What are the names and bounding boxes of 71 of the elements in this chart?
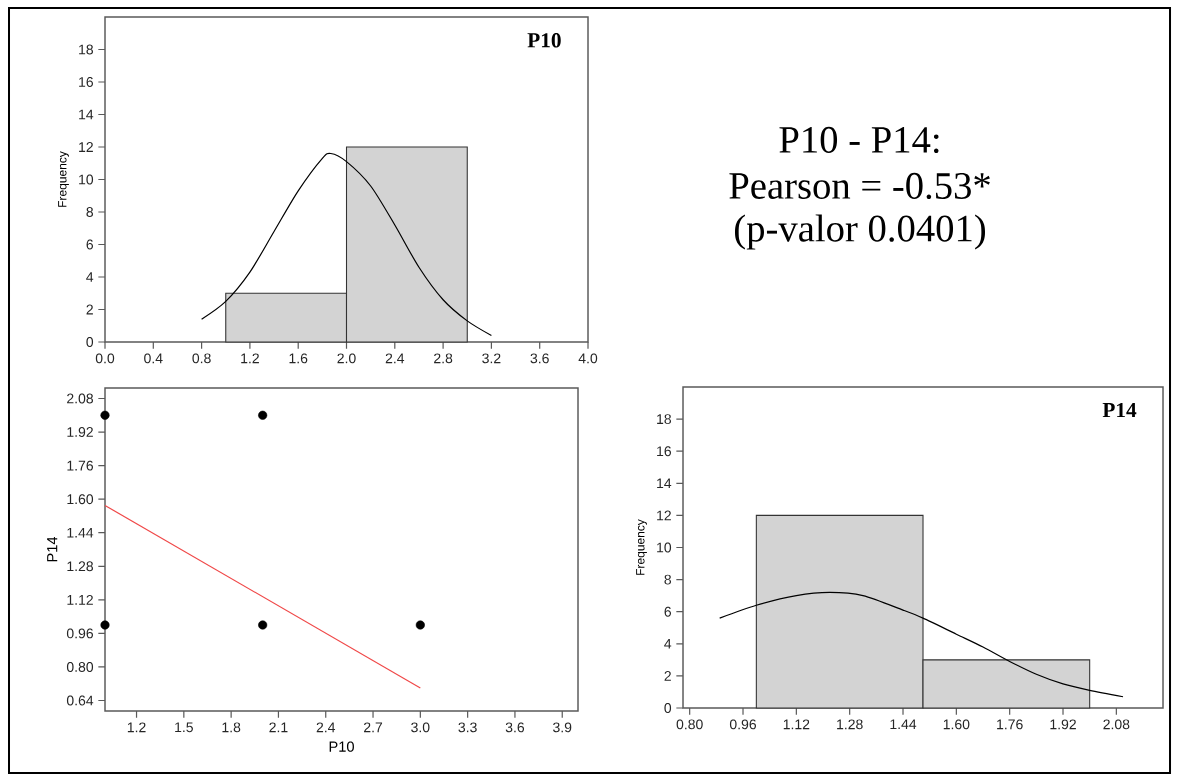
text: P10 - P14: bbox=[779, 126, 939, 154]
y-tick-label: 0.80 bbox=[66, 662, 94, 672]
x-tick-label: 2.0 bbox=[337, 353, 356, 364]
y-tick-label: 2 bbox=[86, 304, 93, 315]
x-tick-label: 3.2 bbox=[482, 353, 501, 364]
y-tick-label: 0 bbox=[664, 703, 672, 713]
x-tick-label: 2.4 bbox=[316, 722, 336, 733]
x-tick-label: 1.12 bbox=[783, 719, 810, 730]
x-tick-label: 2.08 bbox=[1103, 719, 1130, 730]
y-axis-title: P14 bbox=[47, 536, 58, 562]
line-series bbox=[201, 152, 493, 337]
y-tick-label: 18 bbox=[79, 44, 94, 55]
x-tick-label: 1.8 bbox=[222, 722, 241, 733]
y-tick-label: 1.44 bbox=[67, 527, 94, 538]
y-tick-label: 1.12 bbox=[67, 594, 93, 605]
y-tick-label: 8 bbox=[86, 207, 94, 217]
y-tick-label: 0 bbox=[86, 337, 94, 347]
y-tick-label: 10 bbox=[79, 174, 94, 185]
text: Pearson = -0.53* bbox=[729, 172, 990, 200]
x-tick-label: 2.4 bbox=[385, 353, 405, 364]
y-axis-title: Frequency bbox=[58, 151, 69, 207]
x-tick-label: 0.0 bbox=[95, 353, 115, 364]
x-tick-label: 2.1 bbox=[269, 722, 288, 733]
x-tick-label: 0.8 bbox=[192, 353, 211, 364]
y-tick-label: 8 bbox=[664, 574, 672, 585]
x-tick-label: 3.3 bbox=[458, 722, 477, 733]
y-tick-label: 4 bbox=[86, 272, 94, 282]
y-tick-label: 1.76 bbox=[67, 460, 94, 471]
y-tick-label: 0.64 bbox=[66, 695, 94, 706]
x-tick-label: 3.6 bbox=[505, 722, 525, 733]
y-tick-label: 16 bbox=[657, 446, 672, 457]
y-tick-label: 1.92 bbox=[67, 427, 93, 438]
x-tick-label: 1.44 bbox=[890, 719, 917, 730]
line-series bbox=[719, 591, 1124, 698]
y-axis-title: Frequency bbox=[636, 519, 647, 575]
x-tick-label: 2.7 bbox=[364, 722, 383, 733]
x-tick-label: 4.0 bbox=[578, 353, 598, 364]
y-tick-label: 14 bbox=[657, 478, 672, 489]
y-tick-label: 16 bbox=[79, 77, 94, 87]
y-tick-label: 18 bbox=[657, 414, 672, 425]
x-tick-label: 3.9 bbox=[553, 722, 572, 733]
y-tick-label: 12 bbox=[79, 142, 93, 152]
x-tick-label: 1.5 bbox=[175, 722, 193, 733]
x-tick-label: 0.80 bbox=[676, 719, 703, 730]
y-tick-label: 10 bbox=[657, 542, 672, 553]
x-tick-label: 1.60 bbox=[943, 719, 970, 730]
y-tick-label: 14 bbox=[79, 109, 94, 120]
x-tick-label: 0.96 bbox=[729, 719, 757, 730]
x-tick-label: 1.28 bbox=[837, 719, 863, 730]
x-tick-label: 2.8 bbox=[434, 353, 453, 364]
y-tick-label: 4 bbox=[664, 639, 672, 649]
text: (p-valor 0.0401) bbox=[735, 214, 986, 250]
y-tick-label: 6 bbox=[664, 606, 672, 617]
x-tick-label: 1.2 bbox=[127, 722, 146, 733]
x-tick-label: 0.4 bbox=[144, 353, 163, 364]
y-tick-label: 1.60 bbox=[67, 494, 94, 505]
x-tick-label: 1.6 bbox=[289, 353, 308, 364]
y-tick-label: 6 bbox=[86, 239, 94, 250]
x-tick-label: 1.76 bbox=[997, 719, 1023, 730]
text: P14 bbox=[1102, 402, 1137, 418]
x-tick-label: 1.2 bbox=[241, 353, 259, 364]
y-tick-label: 12 bbox=[657, 510, 671, 521]
y-tick-label: 1.28 bbox=[67, 561, 94, 572]
y-tick-label: 0.96 bbox=[66, 628, 94, 639]
x-axis-title: P10 bbox=[329, 741, 354, 752]
x-tick-label: 3.0 bbox=[411, 722, 430, 733]
x-tick-label: 1.92 bbox=[1050, 719, 1076, 730]
x-tick-label: 3.6 bbox=[530, 353, 549, 364]
text: P10 bbox=[527, 33, 561, 48]
y-tick-label: 2 bbox=[664, 671, 671, 681]
y-tick-label: 2.08 bbox=[67, 393, 94, 404]
